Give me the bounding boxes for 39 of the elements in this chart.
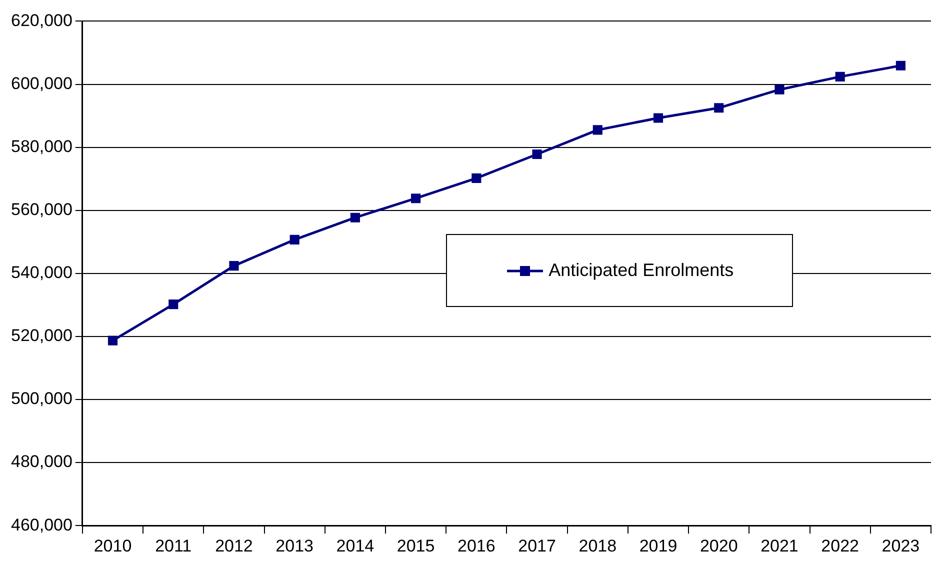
x-tick-label: 2021 bbox=[760, 536, 798, 556]
point bbox=[835, 72, 845, 82]
y-tick-label: 600,000 bbox=[11, 74, 72, 93]
point bbox=[532, 149, 542, 160]
point bbox=[108, 336, 118, 346]
point bbox=[229, 261, 239, 271]
y-tick-label: 540,000 bbox=[11, 263, 72, 282]
x-tick-label: 2015 bbox=[396, 536, 435, 556]
x-tick-label: 2022 bbox=[821, 536, 859, 556]
point bbox=[774, 84, 784, 94]
point bbox=[290, 234, 300, 244]
x-tick-label: 2011 bbox=[155, 536, 192, 556]
x-tick-label: 2014 bbox=[336, 536, 374, 556]
y-tick-label: 480,000 bbox=[11, 452, 72, 472]
y-tick-label: 500,000 bbox=[11, 389, 72, 408]
x-tick-label: 2012 bbox=[215, 536, 253, 556]
y-tick-label: 620,000 bbox=[11, 10, 72, 30]
y-tick-label: 580,000 bbox=[11, 136, 72, 156]
x-tick-label: 2010 bbox=[94, 536, 132, 556]
point bbox=[472, 173, 482, 183]
x-tick-label: 2020 bbox=[700, 536, 738, 556]
point bbox=[714, 103, 724, 113]
point bbox=[896, 60, 906, 70]
y-tick-label: 520,000 bbox=[11, 326, 72, 346]
legend-box: Anticipated Enrolments bbox=[446, 234, 793, 308]
point bbox=[653, 113, 664, 123]
x-tick-label: 2017 bbox=[518, 536, 556, 556]
y-tick-label: 460,000 bbox=[11, 515, 72, 534]
x-tick-label: 2016 bbox=[458, 536, 496, 556]
point bbox=[592, 125, 602, 135]
x-tick-label: 2013 bbox=[276, 536, 314, 556]
point bbox=[168, 300, 178, 310]
x-tick-label: 2019 bbox=[639, 536, 678, 556]
y-tick-label: 560,000 bbox=[11, 200, 72, 220]
point bbox=[411, 194, 421, 204]
legend-label: Anticipated Enrolments bbox=[548, 260, 734, 282]
x-tick-label: 2023 bbox=[882, 536, 920, 556]
x-tick-label: 2018 bbox=[578, 536, 617, 556]
point bbox=[350, 212, 360, 222]
